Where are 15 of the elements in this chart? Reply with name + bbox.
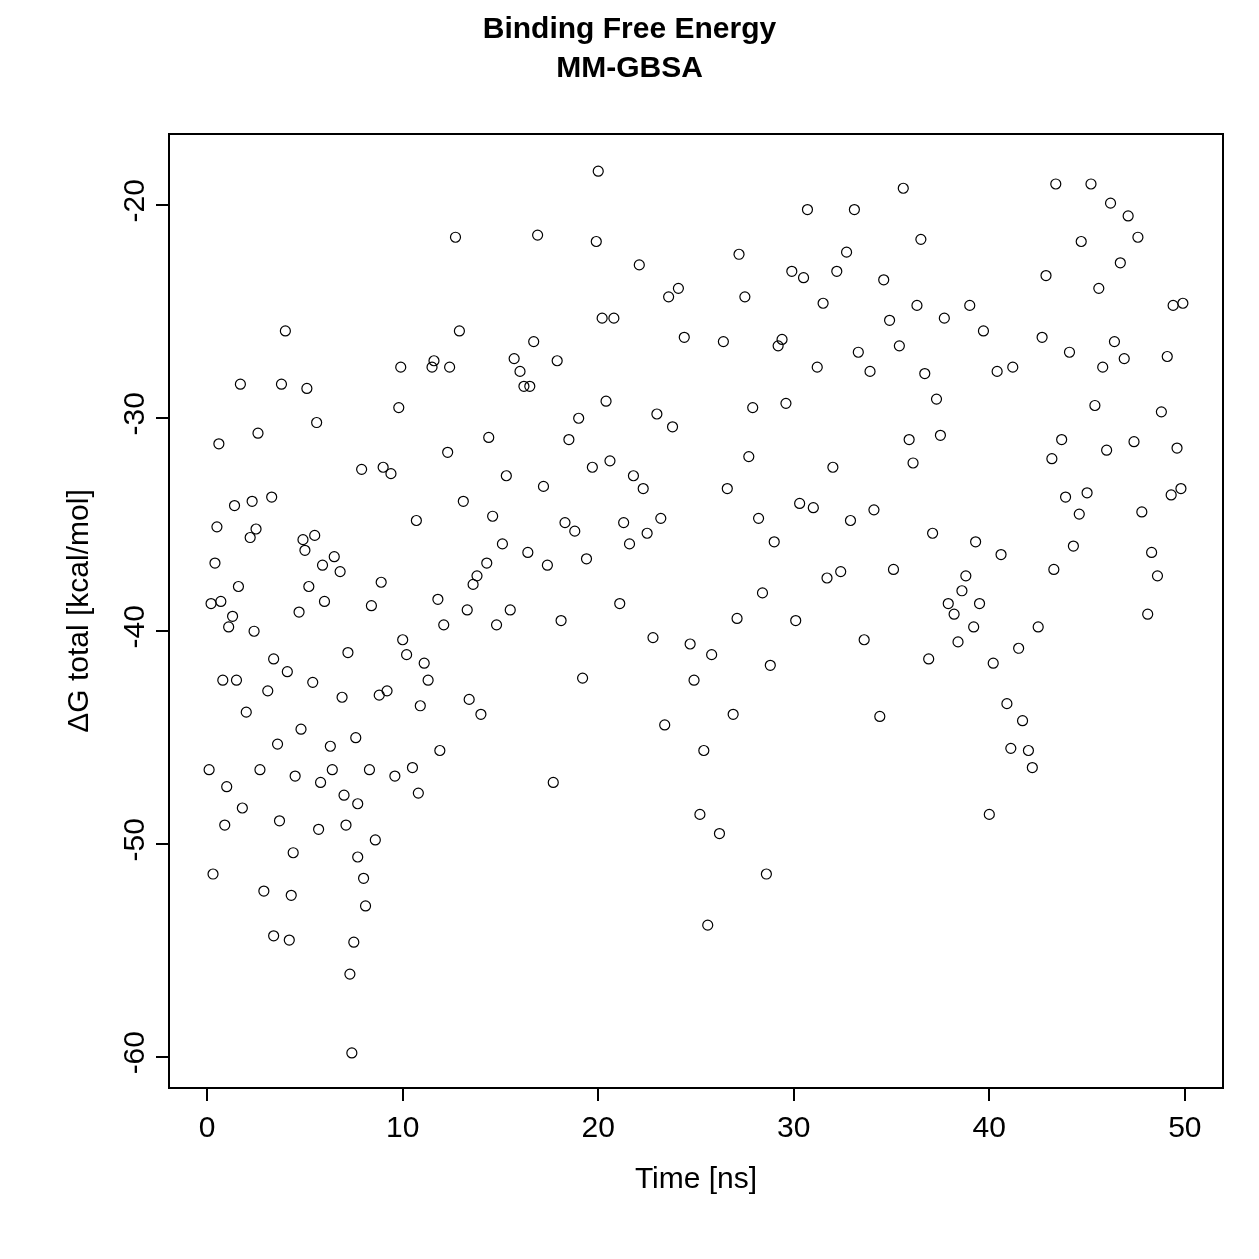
x-tick-label: 0: [198, 1110, 216, 1143]
y-tick-label: -30: [117, 392, 150, 436]
y-tick-label: -60: [117, 1031, 150, 1075]
chart-subtitle: MM-GBSA: [556, 49, 703, 83]
chart-title: Binding Free Energy: [482, 10, 777, 44]
x-tick-label: 30: [777, 1110, 811, 1143]
y-tick-label: -20: [117, 179, 150, 223]
x-tick-label: 50: [1168, 1110, 1202, 1143]
y-tick-label: -40: [117, 605, 150, 649]
x-tick-label: 40: [972, 1110, 1006, 1143]
y-tick-label: -50: [117, 818, 150, 862]
x-tick-label: 20: [581, 1110, 615, 1143]
y-axis-title: ΔG total [kcal/mol]: [60, 489, 94, 733]
x-axis-title: Time [ns]: [634, 1161, 758, 1194]
x-tick-label: 10: [386, 1110, 420, 1143]
